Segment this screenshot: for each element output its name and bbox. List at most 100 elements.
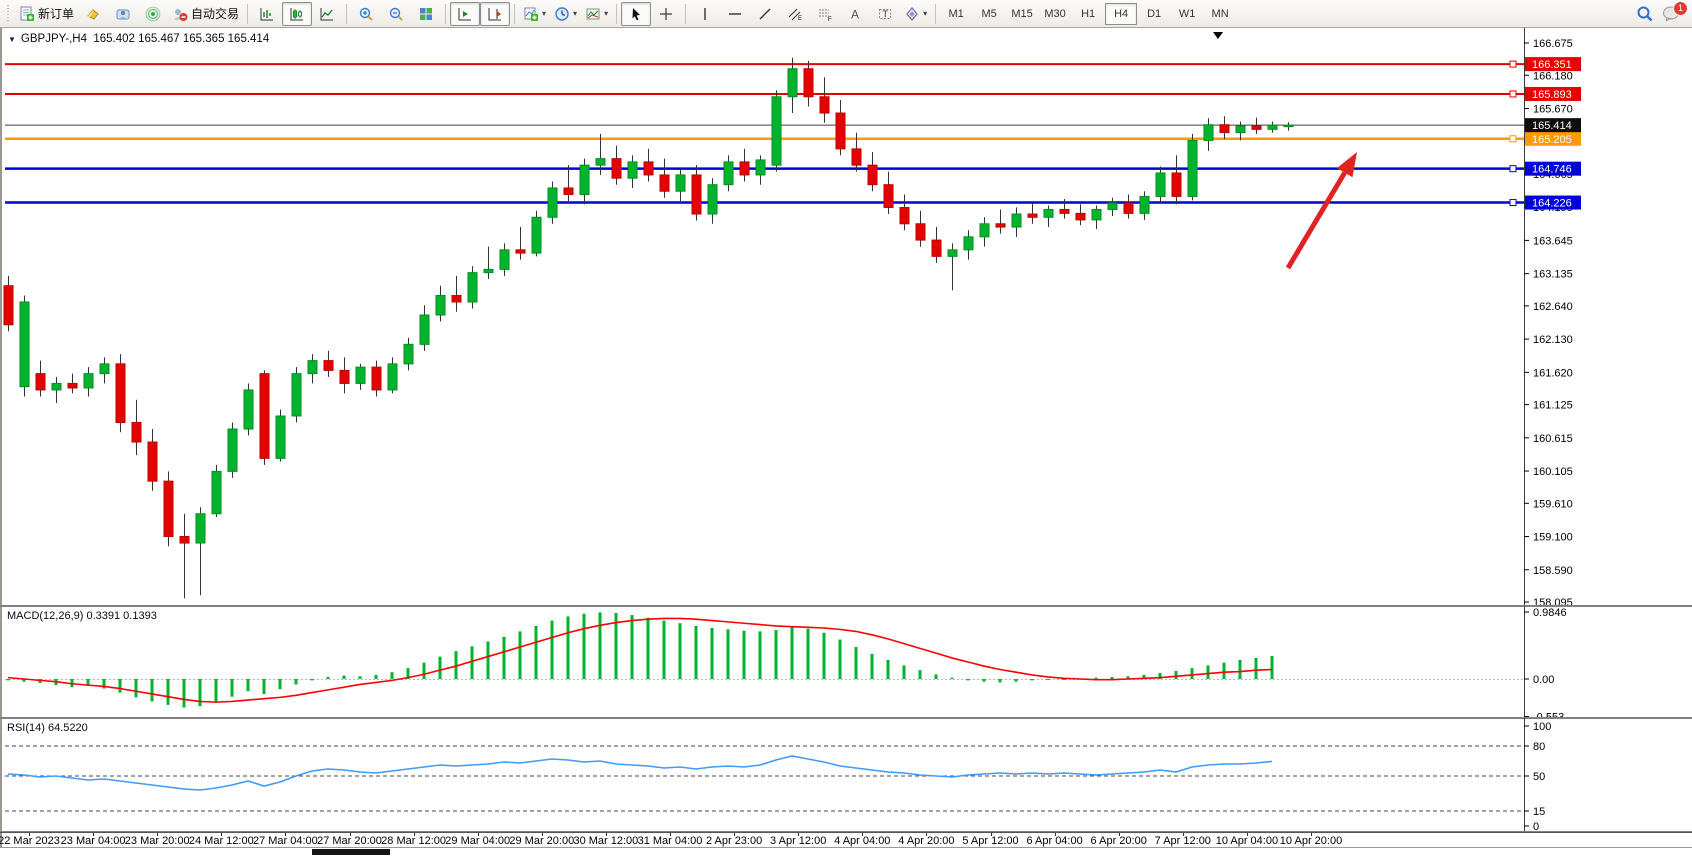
macd-histogram-bar <box>630 615 634 679</box>
toolbar-separator <box>247 3 249 24</box>
rsi-tick-label: 80 <box>1533 741 1545 753</box>
timeframe-button-m15[interactable]: M15 <box>1011 7 1033 20</box>
text-button[interactable]: A <box>840 2 870 26</box>
timeframe-button-m5[interactable]: M5 <box>981 7 997 20</box>
periods-button[interactable]: ▾ <box>550 2 581 26</box>
price-tick-label: 161.620 <box>1533 367 1573 379</box>
periods-icon <box>554 6 570 22</box>
candle-up <box>1107 202 1118 210</box>
level-line-handle[interactable] <box>1509 90 1517 98</box>
zoom-out-button[interactable] <box>381 2 411 26</box>
dropdown-arrow-icon: ▾ <box>604 9 609 18</box>
vertical-line-button[interactable] <box>690 2 720 26</box>
crosshair-button[interactable] <box>651 2 681 26</box>
timeframe-button-d1[interactable]: D1 <box>1147 7 1162 20</box>
search-button[interactable] <box>1636 5 1654 23</box>
toolbar-separator <box>685 3 687 24</box>
macd-name: MACD(12,26,9) <box>7 610 84 622</box>
horizontal-line-button[interactable] <box>720 2 750 26</box>
time-axis-label: 31 Mar 04:00 <box>637 835 703 847</box>
macd-histogram-bar <box>1238 659 1242 679</box>
templates-button[interactable]: ▾ <box>581 2 612 26</box>
macd-histogram-bar <box>470 646 474 679</box>
timeframe-button-h1[interactable]: H1 <box>1081 7 1096 20</box>
candlestick-chart-button[interactable] <box>282 1 313 26</box>
rsi-value: 64.5220 <box>47 722 88 734</box>
bar-chart-button[interactable] <box>252 2 282 26</box>
dropdown-arrow-icon: ▾ <box>542 9 547 18</box>
auto-scroll-button[interactable] <box>480 1 511 26</box>
macd-signal-line <box>7 617 1273 703</box>
chart-shift-marker-icon[interactable] <box>1213 32 1223 39</box>
macd-histogram-bar <box>870 653 874 679</box>
macd-histogram-bar <box>1126 676 1130 679</box>
signals-icon <box>145 6 161 22</box>
dropdown-arrow-icon: ▾ <box>923 9 928 18</box>
candle-down <box>611 158 622 179</box>
zoom-in-button[interactable] <box>351 2 381 26</box>
level-line-handle[interactable] <box>1509 60 1517 68</box>
chart-dropdown-icon[interactable]: ▼ <box>8 35 16 44</box>
timeframe-button-h4[interactable]: H4 <box>1105 2 1138 25</box>
auto-trading-button[interactable]: 自动交易 <box>168 2 243 26</box>
time-axis-label: 4 Apr 04:00 <box>834 835 891 847</box>
tile-windows-button[interactable] <box>411 2 441 26</box>
signals-button[interactable] <box>138 2 168 26</box>
time-axis: 22 Mar 2023 23 Mar 04:00 23 Mar 20:00 24 Ma… <box>0 832 1692 848</box>
scrollbar-thumb[interactable] <box>312 849 390 855</box>
level-line-handle[interactable] <box>1509 165 1517 173</box>
line-chart-button[interactable] <box>312 2 342 26</box>
timeframe-button-mn[interactable]: MN <box>1211 7 1229 20</box>
macd-histogram-bar <box>966 679 970 681</box>
candle-down <box>835 112 846 150</box>
horizontal-scrollbar[interactable] <box>0 847 1692 856</box>
notification-count-badge: 1 <box>1673 0 1688 16</box>
time-axis-label: 27 Mar 04:00 <box>252 835 318 847</box>
macd-histogram-bar <box>262 679 266 694</box>
macd-histogram-bar <box>502 636 506 679</box>
chart-ohlc-header[interactable]: ▼ GBPJPY-,H4 165.402 165.467 165.365 165.… <box>8 33 269 45</box>
candle-up <box>1155 172 1166 197</box>
shapes-button[interactable]: ▾ <box>900 2 931 26</box>
candle-up <box>467 272 478 303</box>
timeframe-button-m1[interactable]: M1 <box>948 7 964 20</box>
time-axis-label: 23 Mar 04:00 <box>60 835 126 847</box>
macd-histogram-bar <box>1222 662 1226 679</box>
dropdown-arrow-icon: ▾ <box>573 9 578 18</box>
level-line-handle[interactable] <box>1509 135 1517 143</box>
time-axis-label: 30 Mar 12:00 <box>573 835 639 847</box>
chart-shift-button[interactable] <box>450 1 481 26</box>
macd-histogram-bar <box>230 679 234 697</box>
time-tick-mark <box>1246 833 1248 836</box>
timeframe-button-m30[interactable]: M30 <box>1044 7 1066 20</box>
time-tick-mark <box>93 833 95 836</box>
level-line-handle[interactable] <box>1509 199 1517 207</box>
candle-up <box>755 159 766 176</box>
trendline-button[interactable] <box>750 2 780 26</box>
time-axis-label: 6 Apr 04:00 <box>1026 835 1083 847</box>
profile-button[interactable] <box>108 2 138 26</box>
quotes-button[interactable] <box>78 2 108 26</box>
macd-histogram-bar <box>422 662 426 679</box>
notifications-button[interactable]: 1 <box>1662 0 1688 23</box>
macd-histogram-bar <box>582 613 586 679</box>
channel-button[interactable]: E <box>780 2 810 26</box>
timeframe-button-w1[interactable]: W1 <box>1178 7 1196 20</box>
candle-up <box>291 373 302 417</box>
label-button[interactable]: T <box>870 2 900 26</box>
current-price-badge-text: 165.414 <box>1532 120 1572 132</box>
candle-up <box>1235 125 1246 134</box>
macd-histogram-bar <box>982 679 986 682</box>
vertical-line-icon <box>697 6 713 22</box>
cursor-button[interactable] <box>621 1 652 26</box>
trend-arrow[interactable] <box>1285 171 1347 270</box>
time-tick-mark <box>990 833 992 836</box>
fibonacci-button[interactable]: F <box>810 2 840 26</box>
macd-indicator-label: MACD(12,26,9) 0.3391 0.1393 <box>7 610 157 622</box>
new-order-button[interactable]: 新订单 <box>15 2 78 26</box>
indicators-button[interactable]: ▾ <box>519 2 550 26</box>
trend-arrow-head[interactable] <box>1336 152 1357 178</box>
level-price-badge <box>1525 57 1581 72</box>
candle-down <box>563 187 574 195</box>
candle-up <box>419 314 430 345</box>
